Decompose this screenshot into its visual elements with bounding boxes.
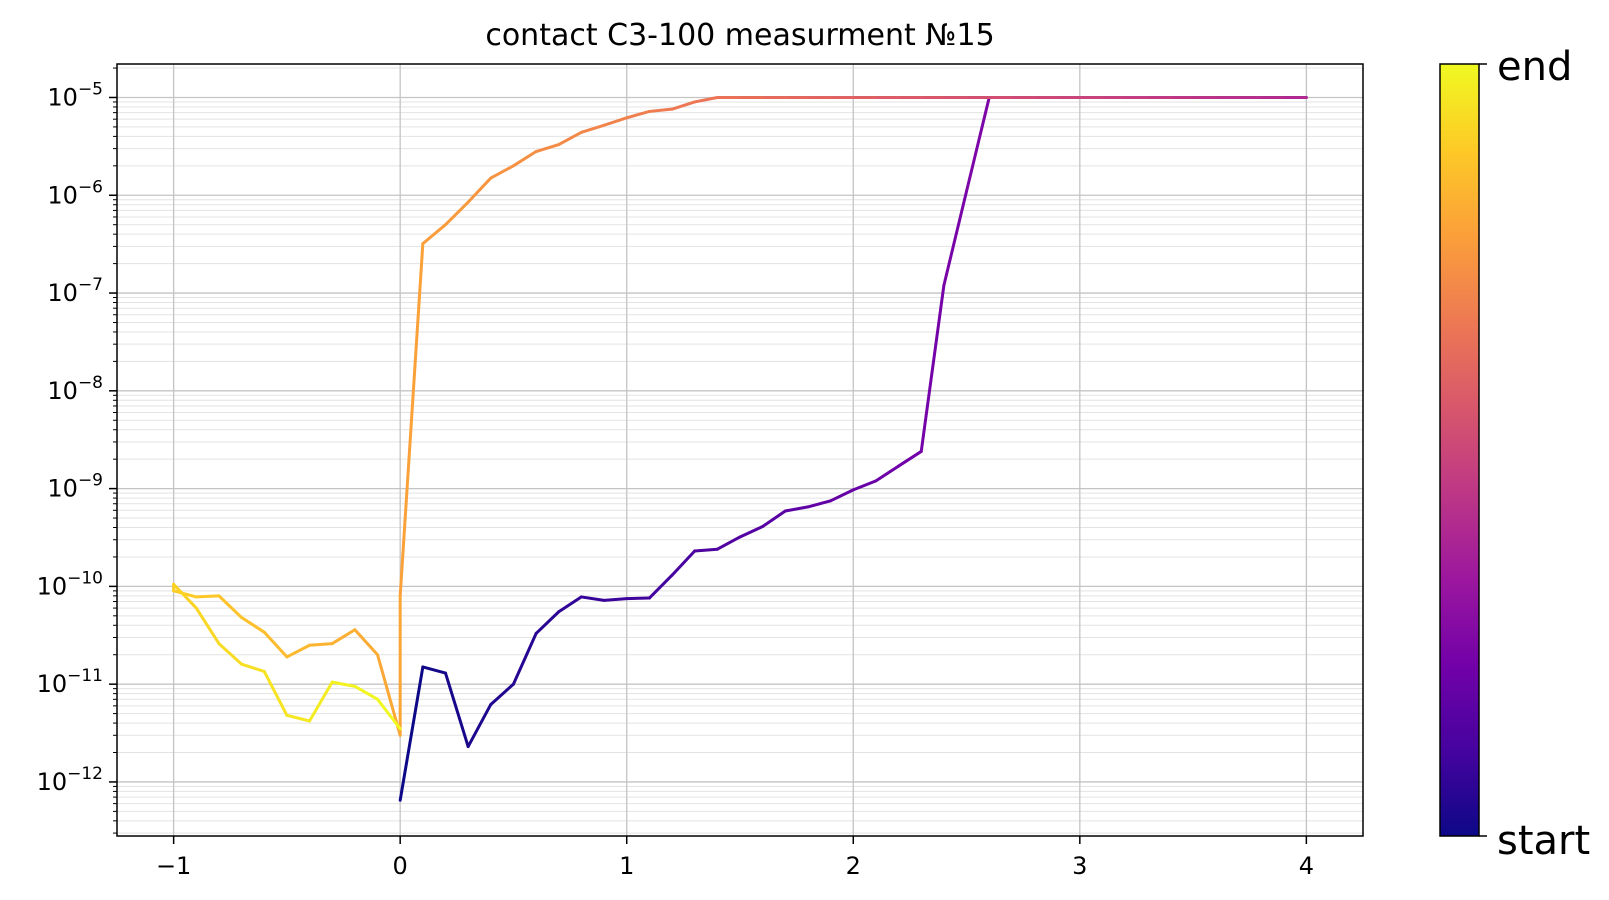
series-segment <box>308 642 334 647</box>
series-segment <box>738 524 765 539</box>
data-series-line <box>172 95 1308 802</box>
y-tick-label: 10−10 <box>37 568 103 600</box>
series-segment <box>172 582 198 610</box>
series-segment <box>466 702 493 749</box>
y-tick-label: 10−7 <box>47 275 103 307</box>
series-segment <box>443 671 470 749</box>
series-segment <box>851 479 878 492</box>
plot-frame <box>116 63 1364 837</box>
series-segment <box>557 130 583 147</box>
series-segment <box>602 116 629 127</box>
series-segment <box>693 547 719 553</box>
series-segment <box>897 449 923 468</box>
x-tick-label: 4 <box>1299 852 1314 880</box>
series-segment <box>489 682 515 706</box>
series-segment <box>217 594 244 620</box>
series-segment <box>715 535 742 551</box>
series-segment <box>466 176 493 204</box>
series-segment <box>670 100 697 111</box>
series-segment <box>965 95 991 193</box>
series-segment <box>330 680 357 688</box>
y-tick-label: 10−12 <box>37 764 103 796</box>
series-segment <box>172 589 198 599</box>
series-segment <box>602 597 629 602</box>
series-segment <box>579 595 606 602</box>
series-segment <box>647 573 674 600</box>
series-segment <box>557 595 583 614</box>
series-segment <box>443 200 470 227</box>
y-tick-label: 10−11 <box>37 666 103 698</box>
series-segment <box>217 642 244 666</box>
y-tick-label: 10−9 <box>47 471 103 503</box>
series-segment <box>693 95 719 104</box>
x-tick-label: 3 <box>1072 852 1087 880</box>
series-segment <box>262 669 289 717</box>
series-segment <box>511 150 538 168</box>
x-tick-label: −1 <box>156 852 191 880</box>
series-segment <box>330 628 357 646</box>
series-segment <box>376 697 402 731</box>
series-segment <box>511 631 538 686</box>
series-segment <box>534 610 561 635</box>
x-tick-label: 0 <box>393 852 408 880</box>
y-tick-label: 10−6 <box>47 177 103 209</box>
y-tick-label: 10−8 <box>47 373 103 405</box>
series-segment <box>353 628 380 657</box>
series-segment <box>240 616 266 634</box>
series-segment <box>874 464 901 483</box>
series-segment <box>579 123 606 134</box>
colorbar <box>1439 63 1480 837</box>
series-segment <box>353 684 380 701</box>
chart-title: contact C3-100 measurment №15 <box>485 18 994 53</box>
colorbar-label-start: start <box>1497 818 1590 864</box>
series-segment <box>761 509 787 528</box>
series-segment <box>308 680 334 723</box>
series-segment <box>783 505 810 513</box>
series-segment <box>240 662 266 673</box>
series-segment <box>829 488 855 503</box>
x-tick-label: 1 <box>619 852 634 880</box>
series-segment <box>285 643 312 659</box>
series-segment <box>919 283 946 453</box>
series-segment <box>670 549 697 577</box>
series-segment <box>534 143 561 154</box>
series-segment <box>942 189 969 287</box>
series-segment <box>625 109 651 120</box>
series-segment <box>489 164 515 180</box>
y-tick-label: 10−5 <box>47 79 103 111</box>
series-segment <box>647 107 674 113</box>
series-segment <box>194 594 221 599</box>
x-axis-ticks: −1 0 1 2 3 4 <box>156 836 1314 880</box>
series-segment <box>285 713 312 723</box>
y-axis-ticks: 10−12 10−11 10−10 10−9 10−8 10−7 10−6 10−5 <box>37 79 117 796</box>
series-segment <box>398 242 425 598</box>
series-segment <box>194 606 221 646</box>
minor-gridlines <box>113 67 1363 834</box>
series-segment <box>421 665 447 675</box>
series-segment <box>398 665 425 802</box>
series-segment <box>421 223 447 246</box>
x-tick-label: 2 <box>846 852 861 880</box>
series-segment <box>262 630 289 659</box>
colorbar-label-end: end <box>1497 44 1572 90</box>
series-segment <box>625 596 651 601</box>
series-segment <box>806 499 833 509</box>
